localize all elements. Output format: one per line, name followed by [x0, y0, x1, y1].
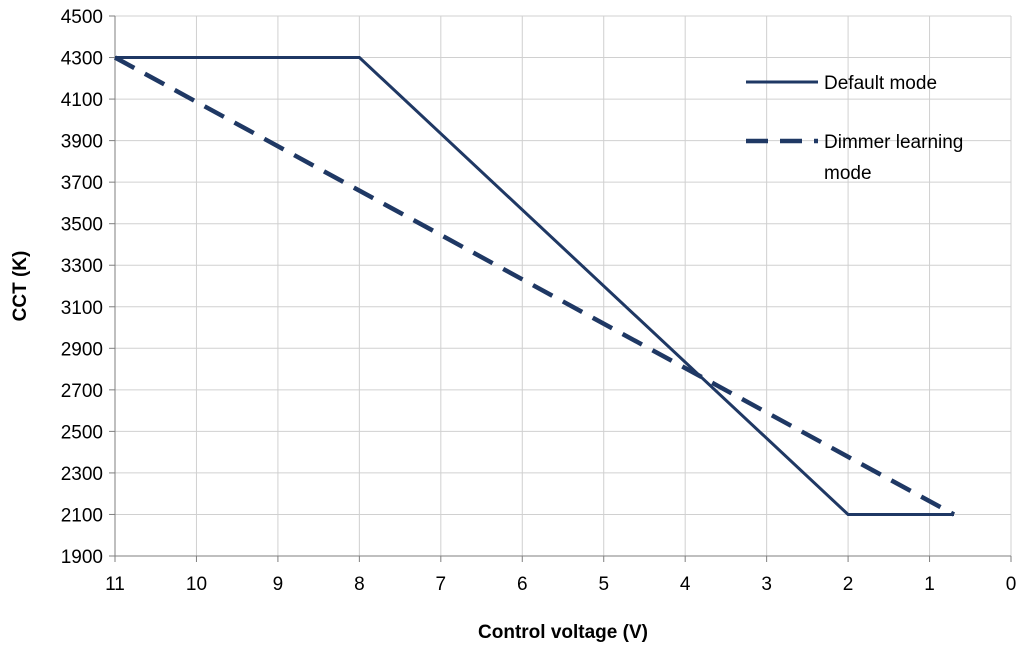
x-tick-label: 8	[354, 574, 365, 595]
tick-labels: 1900210023002500270029003100330035003700…	[61, 7, 1017, 595]
y-axis-title: CCT (K)	[10, 251, 31, 322]
y-tick-label: 3500	[61, 215, 103, 236]
x-tick-label: 0	[1006, 574, 1017, 595]
x-axis-title: Control voltage (V)	[478, 622, 648, 643]
y-tick-label: 3700	[61, 173, 103, 194]
series-lines	[113, 55, 956, 517]
x-tick-label: 10	[186, 574, 207, 595]
grid	[115, 15, 1012, 556]
legend: Default mode Dimmer learning mode	[746, 73, 963, 184]
y-tick-label: 1900	[61, 547, 103, 568]
y-tick-label: 3300	[61, 256, 103, 277]
y-tick-label: 4300	[61, 49, 103, 70]
y-tick-label: 3900	[61, 132, 103, 153]
x-tick-label: 3	[761, 574, 772, 595]
x-tick-label: 4	[680, 574, 691, 595]
x-tick-label: 7	[436, 574, 447, 595]
x-tick-label: 6	[517, 574, 528, 595]
y-tick-label: 2700	[61, 381, 103, 402]
x-tick-label: 11	[105, 574, 125, 595]
y-tick-label: 2100	[61, 505, 103, 526]
y-tick-label: 3100	[61, 298, 103, 319]
y-tick-label: 4100	[61, 90, 103, 111]
y-tick-label: 4500	[61, 7, 103, 28]
x-tick-label: 5	[598, 574, 609, 595]
x-tick-label: 1	[924, 574, 935, 595]
y-tick-label: 2500	[61, 422, 103, 443]
legend-label-1: Default mode	[824, 73, 937, 94]
x-tick-label: 9	[273, 574, 284, 595]
series-line-1	[115, 56, 954, 516]
x-tick-label: 2	[843, 574, 854, 595]
y-tick-label: 2900	[61, 339, 103, 360]
legend-label-2: mode	[824, 163, 872, 184]
series-line-2	[113, 55, 956, 517]
axes	[109, 15, 1012, 562]
legend-label-2: Dimmer learning	[824, 132, 963, 153]
y-tick-label: 2300	[61, 464, 103, 485]
